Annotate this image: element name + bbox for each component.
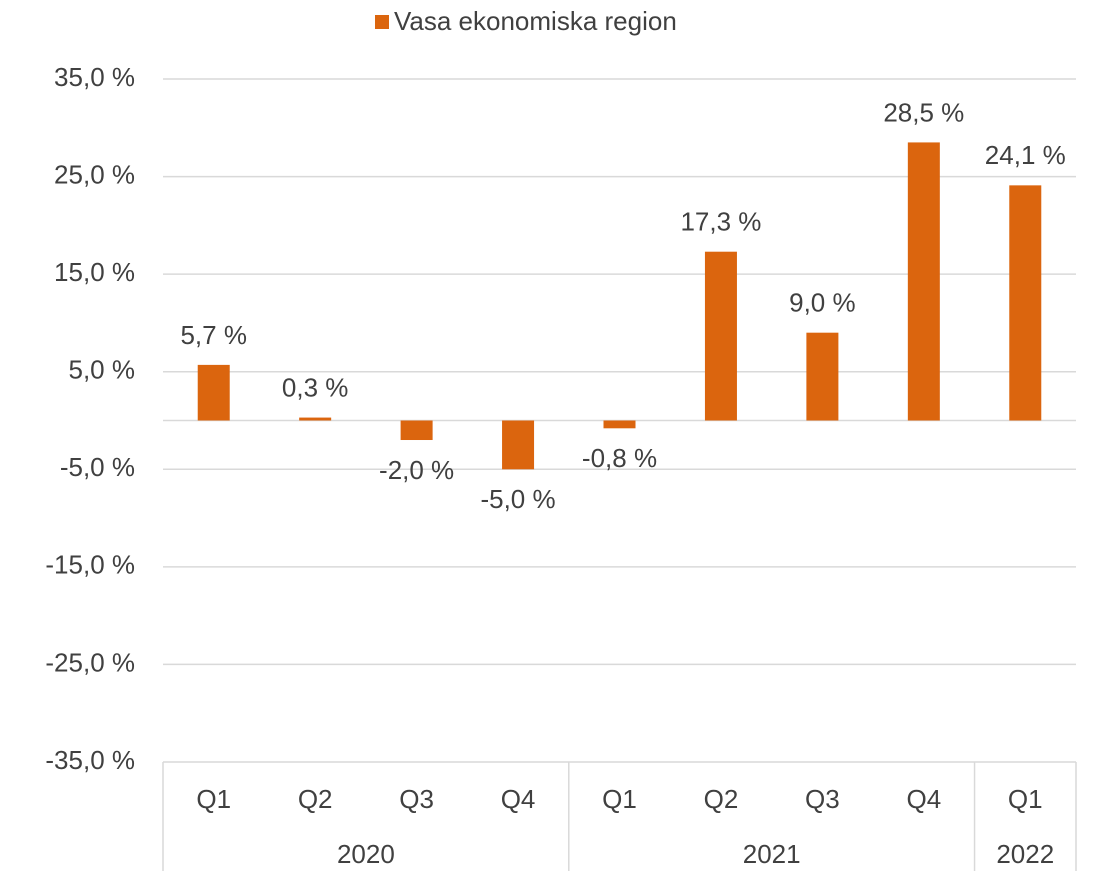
data-label: 24,1 % — [985, 140, 1066, 170]
x-tick-label: Q4 — [906, 784, 941, 814]
x-tick-label: Q2 — [704, 784, 739, 814]
legend-swatch — [375, 15, 389, 29]
bar — [603, 420, 636, 429]
x-tick-label: Q2 — [298, 784, 333, 814]
x-tick-label: Q3 — [399, 784, 434, 814]
x-tick-label: Q1 — [602, 784, 637, 814]
data-label: -2,0 % — [379, 455, 454, 485]
x-tick-label: Q1 — [196, 784, 231, 814]
legend-label: Vasa ekonomiska region — [394, 6, 677, 36]
y-tick-label: 25,0 % — [54, 159, 135, 189]
x-tick-label: Q3 — [805, 784, 840, 814]
bar — [704, 251, 737, 421]
data-label: 17,3 % — [680, 207, 761, 237]
data-label: 5,7 % — [180, 320, 247, 350]
y-tick-label: -5,0 % — [60, 452, 135, 482]
bar — [400, 420, 433, 441]
y-tick-label: 15,0 % — [54, 257, 135, 287]
bar — [1009, 185, 1042, 421]
data-label: 28,5 % — [883, 97, 964, 127]
bar — [197, 364, 230, 421]
bar — [502, 420, 535, 470]
bar — [806, 332, 839, 421]
data-label: -5,0 % — [480, 484, 555, 514]
y-tick-label: -15,0 % — [45, 550, 135, 580]
x-tick-label: Q1 — [1008, 784, 1043, 814]
data-label: 0,3 % — [282, 372, 349, 402]
data-label: 9,0 % — [789, 288, 856, 318]
bar — [299, 417, 332, 421]
bar — [907, 142, 940, 421]
data-label: -0,8 % — [582, 443, 657, 473]
group-label: 2022 — [996, 839, 1054, 869]
y-tick-label: 35,0 % — [54, 62, 135, 92]
group-label: 2021 — [743, 839, 801, 869]
x-tick-label: Q4 — [501, 784, 536, 814]
y-tick-label: 5,0 % — [69, 355, 136, 385]
group-label: 2020 — [337, 839, 395, 869]
y-tick-label: -35,0 % — [45, 745, 135, 775]
y-tick-label: -25,0 % — [45, 647, 135, 677]
